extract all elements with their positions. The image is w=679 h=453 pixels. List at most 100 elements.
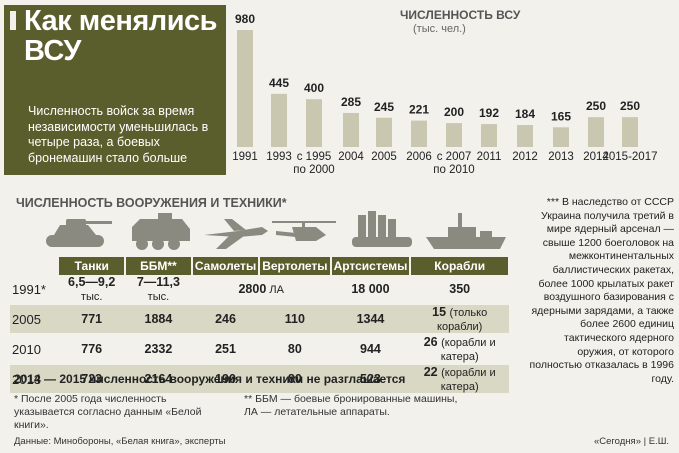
table-cell-value: 26 — [423, 335, 438, 349]
category-label: 2015-2017 — [603, 151, 658, 163]
table-cell: 944 — [330, 334, 411, 365]
table-cell-value: 7—11,3 — [136, 275, 180, 289]
nuclear-arsenal-note: *** В наследство от СССР Украина получил… — [529, 196, 674, 385]
footnote-2: ** ББМ — боевые бронированные машины, ЛА… — [244, 393, 458, 418]
source-note: Данные: Минобороны, «Белая книга», экспе… — [14, 436, 226, 447]
bar-1993 — [271, 93, 287, 147]
equipment-icons — [46, 211, 506, 250]
table-header-empty — [10, 257, 60, 275]
tank-icon — [46, 219, 112, 247]
apc-icon — [132, 213, 190, 250]
header-panel — [4, 5, 226, 175]
category-label: с 1995 — [297, 151, 332, 163]
table-cell: 1884 — [124, 304, 192, 335]
table-cell: 110 — [259, 304, 331, 335]
category-label: 2012 — [512, 151, 538, 163]
bar-value-label: 165 — [551, 109, 571, 123]
table-cell: 7—11,3 тыс. — [124, 275, 192, 305]
bar-с-2007-по-2010 — [446, 123, 462, 147]
category-label: 2014 — [583, 151, 609, 163]
table-cell-unit: тыс. — [80, 291, 103, 303]
no-data-note: 2014 — 2015 численность вооружения и тех… — [14, 372, 406, 386]
table-cell: 80 — [259, 364, 331, 395]
table-cell-year: 2013 — [10, 364, 59, 395]
table-cell: 6,5—9,2 тыс. — [58, 275, 125, 305]
table-header: Танки — [58, 257, 126, 275]
bar-value-label: 285 — [341, 95, 361, 109]
helicopter-icon — [272, 221, 336, 241]
category-label: 2006 — [406, 151, 432, 163]
bar-2004 — [343, 112, 359, 147]
table-cell: 350 — [410, 275, 509, 305]
category-label: по 2010 — [433, 164, 474, 176]
table-header: Корабли — [410, 257, 510, 275]
table-cell: 246 — [191, 304, 260, 335]
table-cell: 18 000 — [330, 275, 411, 305]
bar-2015-2017 — [622, 117, 638, 147]
table-cell: 26 (корабли и катера) — [410, 334, 509, 365]
category-label: 1993 — [266, 151, 292, 163]
table-row: 2005 771 1884 246 110 1344 15 (только ко… — [10, 304, 509, 335]
footnote-1: * После 2005 года численность указываетс… — [14, 393, 202, 431]
category-label: по 2000 — [293, 164, 334, 176]
section-title: ЧИСЛЕННОСТЬ ВООРУЖЕНИЯ И ТЕХНИКИ* — [16, 196, 287, 210]
table-cell-value: 15 — [432, 305, 447, 319]
table-cell: 15 (только корабли) — [410, 304, 509, 335]
table-header: Самолеты — [191, 257, 261, 275]
table-cell-value: 22 — [423, 365, 438, 379]
table-cell-value: 2800 — [238, 282, 267, 296]
category-label: 1991 — [232, 151, 258, 163]
warship-icon — [426, 213, 506, 249]
category-label: 2005 — [371, 151, 397, 163]
artillery-icon — [352, 211, 412, 247]
bar-value-label: 221 — [409, 103, 429, 117]
category-label: 2004 — [338, 151, 364, 163]
table-header-row: Танки ББМ** Самолеты Вертолеты Артсистем… — [10, 257, 510, 275]
table-cell: 80 — [259, 334, 331, 365]
bar-value-label: 192 — [479, 106, 499, 120]
bar-value-label: 184 — [515, 107, 535, 121]
table-row: 1991* 6,5—9,2 тыс. 7—11,3 тыс. 2800 ЛА 1… — [10, 275, 509, 305]
category-label: с 2007 — [437, 151, 472, 163]
table-cell-note: (корабли и катера) — [440, 367, 496, 393]
bar-с-1995-по-2000 — [306, 99, 322, 147]
table-header: Вертолеты — [259, 257, 332, 275]
bar-value-label: 445 — [269, 76, 289, 90]
table-cell-unit: ЛА — [266, 284, 284, 296]
table-cell-note: (корабли и катера) — [440, 337, 496, 363]
page-subtitle: Численность войск за время независимости… — [28, 104, 209, 165]
bar-value-label: 250 — [620, 99, 640, 113]
category-label: 2011 — [477, 151, 502, 163]
credit: «Сегодня» | Е.Ш. — [594, 436, 670, 447]
bar-value-label: 245 — [374, 100, 394, 114]
bar-2014 — [588, 117, 604, 147]
bar-2005 — [376, 117, 392, 147]
bar-1991 — [237, 30, 253, 147]
table-cell-note: (только корабли) — [437, 307, 488, 333]
table-cell: 723 — [58, 364, 125, 395]
table-cell-year: 2005 — [10, 304, 59, 335]
category-label: 2013 — [548, 151, 574, 163]
table-cell: 2800 ЛА — [191, 275, 331, 305]
bar-2013 — [553, 127, 569, 147]
table-cell: 771 — [58, 304, 125, 335]
bar-value-label: 250 — [586, 99, 606, 113]
bar-value-label: 980 — [235, 12, 255, 26]
table-cell: 523 — [330, 364, 411, 395]
table-header: ББМ** — [124, 257, 193, 275]
table-cell: 251 — [191, 334, 260, 365]
table-cell: 2164 — [124, 364, 192, 395]
table-cell-value: 6,5—9,2 — [68, 275, 116, 289]
chart-unit: (тыс. чел.) — [413, 23, 466, 35]
fighter-jet-icon — [204, 219, 268, 249]
table-cell-year: 1991* — [10, 275, 59, 305]
table-cell: 776 — [58, 334, 125, 365]
bar-2011 — [481, 124, 497, 147]
table-cell: 190 — [191, 364, 260, 395]
table-header: Артсистемы — [330, 257, 412, 275]
chart-title: ЧИСЛЕННОСТЬ ВСУ — [400, 8, 521, 22]
page-title: Как менялись ВСУ — [24, 5, 217, 67]
bar-value-label: 400 — [304, 81, 324, 95]
table-cell-unit: тыс. — [147, 291, 170, 303]
